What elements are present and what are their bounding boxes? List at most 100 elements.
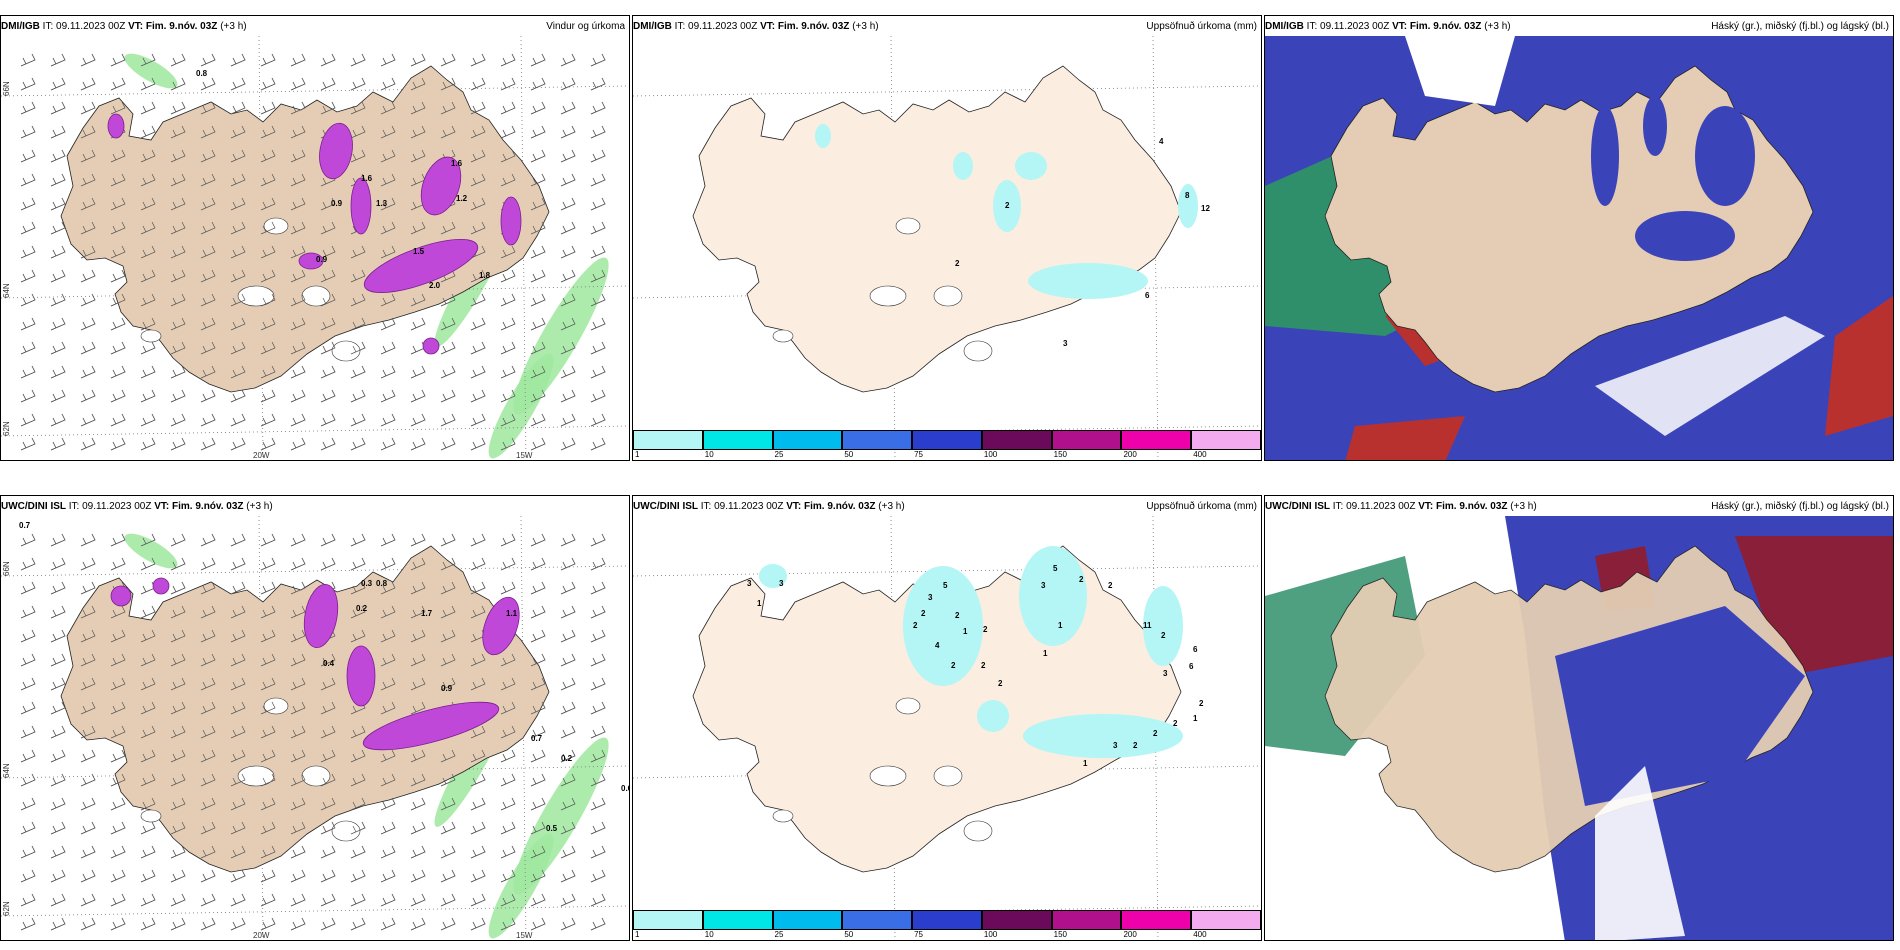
wind-barb bbox=[350, 245, 366, 259]
wind-barb bbox=[590, 149, 606, 163]
wind-barb bbox=[290, 773, 306, 787]
wind-barb bbox=[140, 317, 156, 331]
value-label: 3 bbox=[928, 593, 933, 602]
wind-barb bbox=[170, 629, 186, 643]
wind-barb bbox=[140, 245, 156, 259]
wind-barb bbox=[320, 725, 336, 739]
wind-barb bbox=[50, 917, 66, 931]
wind-barb bbox=[560, 845, 576, 859]
wind-barb bbox=[230, 845, 246, 859]
wind-barb bbox=[320, 677, 336, 691]
wind-barb bbox=[350, 269, 366, 283]
colorbar-swatch bbox=[633, 910, 703, 930]
lat-line bbox=[1, 85, 629, 97]
wind-barb bbox=[590, 845, 606, 859]
colorbar-tick: 50 bbox=[844, 450, 854, 459]
wind-barb bbox=[560, 893, 576, 907]
wind-barb bbox=[20, 893, 36, 907]
value-label: 0.7 bbox=[531, 734, 543, 743]
wind-barb bbox=[530, 725, 546, 739]
wind-barb bbox=[260, 725, 276, 739]
wind-barb bbox=[440, 125, 456, 139]
value-label: 2 bbox=[1079, 575, 1084, 584]
wind-barb bbox=[80, 341, 96, 355]
wind-barb bbox=[500, 749, 516, 763]
wind-barb bbox=[230, 413, 246, 427]
wind-barb bbox=[590, 869, 606, 883]
wind-barb bbox=[20, 293, 36, 307]
wind-barb bbox=[560, 605, 576, 619]
wind-barb bbox=[380, 245, 396, 259]
wind-barb bbox=[230, 197, 246, 211]
wind-barb bbox=[350, 917, 366, 931]
wind-barb bbox=[380, 605, 396, 619]
wind-barb bbox=[470, 413, 486, 427]
iceland-landmass bbox=[60, 65, 550, 393]
wind-precip-panel-uwc: UWC/DINI ISL IT: 09.11.2023 00Z VT: Fim.… bbox=[0, 495, 630, 941]
wind-barb bbox=[440, 917, 456, 931]
wind-barb bbox=[530, 869, 546, 883]
value-label: 3 bbox=[1041, 581, 1046, 590]
wind-barb bbox=[80, 269, 96, 283]
value-label: 2 bbox=[1005, 201, 1010, 210]
wind-barb bbox=[530, 821, 546, 835]
colorbar-swatch bbox=[772, 430, 843, 450]
value-label: 4 bbox=[1159, 137, 1164, 146]
wind-barb bbox=[20, 917, 36, 931]
wind-barb bbox=[230, 293, 246, 307]
wind-barb bbox=[290, 749, 306, 763]
wind-barb bbox=[110, 557, 126, 571]
colorbar-swatch bbox=[1051, 910, 1122, 930]
wind-barb bbox=[50, 605, 66, 619]
glacier bbox=[301, 765, 331, 787]
panel-title: UWC/DINI ISL IT: 09.11.2023 00Z VT: Fim.… bbox=[633, 501, 905, 512]
value-label: 0.6 bbox=[621, 784, 629, 793]
wind-barb bbox=[320, 101, 336, 115]
wind-barb bbox=[290, 149, 306, 163]
glacier bbox=[140, 809, 162, 823]
wind-barb bbox=[590, 101, 606, 115]
wind-barb bbox=[140, 533, 156, 547]
wind-barb bbox=[170, 389, 186, 403]
colorbar: 1 10 25 50 75 100 150 200 400 bbox=[633, 430, 1261, 459]
wind-barb bbox=[110, 893, 126, 907]
wind-barb bbox=[560, 53, 576, 67]
wind-barb bbox=[260, 629, 276, 643]
value-label: 1 bbox=[1058, 621, 1063, 630]
wind-barb bbox=[590, 749, 606, 763]
glacier bbox=[895, 217, 921, 235]
wind-barb bbox=[110, 221, 126, 235]
wind-barb bbox=[470, 125, 486, 139]
wind-barb bbox=[200, 629, 216, 643]
wind-barb bbox=[80, 221, 96, 235]
wind-barb bbox=[140, 893, 156, 907]
wind-barb bbox=[590, 701, 606, 715]
wind-barb bbox=[410, 221, 426, 235]
glacier bbox=[263, 217, 289, 235]
wind-barb bbox=[590, 437, 606, 451]
wind-barb bbox=[500, 413, 516, 427]
wind-barb bbox=[170, 125, 186, 139]
wind-barb bbox=[590, 629, 606, 643]
wind-barb bbox=[50, 773, 66, 787]
wind-barb bbox=[560, 917, 576, 931]
wind-barb bbox=[260, 413, 276, 427]
lon-label-15w: 15W bbox=[516, 451, 533, 460]
wind-barb bbox=[140, 365, 156, 379]
wind-barb bbox=[500, 581, 516, 595]
value-label: 8 bbox=[1185, 191, 1190, 200]
wind-barb bbox=[290, 893, 306, 907]
wind-barb bbox=[530, 557, 546, 571]
wind-barb bbox=[590, 125, 606, 139]
wind-barb bbox=[140, 869, 156, 883]
map: 0.8 1.6 1.3 2.0 1.8 1.5 0.9 1.6 1.2 0.9 20W 15W 66N 6… bbox=[1, 36, 629, 460]
wind-barb bbox=[500, 317, 516, 331]
wind-barb bbox=[350, 773, 366, 787]
value-label: 2 bbox=[983, 625, 988, 634]
wind-barb bbox=[140, 53, 156, 67]
wind-barb bbox=[290, 53, 306, 67]
wind-barb bbox=[410, 53, 426, 67]
wind-barb bbox=[80, 869, 96, 883]
value-label: 2 bbox=[1153, 729, 1158, 738]
wind-barb bbox=[80, 653, 96, 667]
